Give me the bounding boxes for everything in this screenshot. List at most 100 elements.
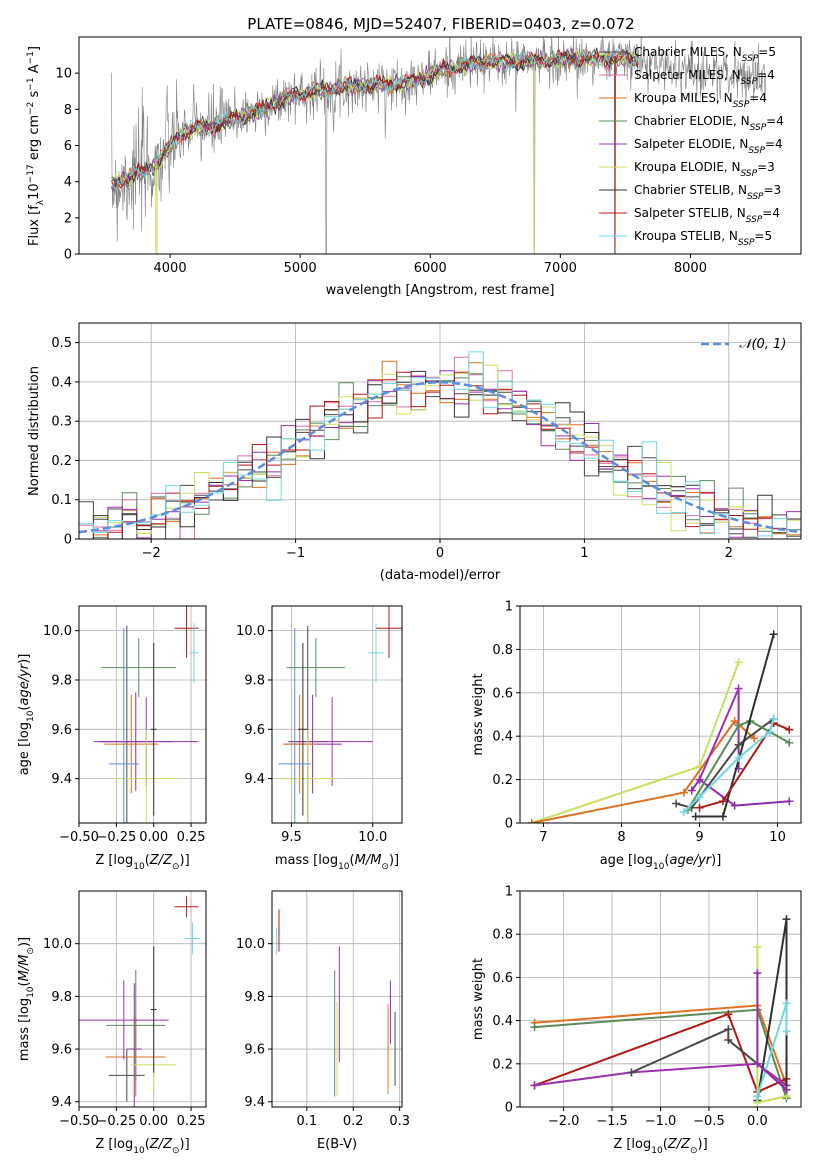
y-tick-label: 0: [64, 248, 72, 263]
label-part: −1: [26, 51, 36, 64]
label-part: SSP: [741, 169, 758, 179]
y-tick-label: 9.4: [51, 772, 72, 787]
axes-residual_hist: −2 −1 0 1 2 0 0.1 0.2 0.3 0.4 0.5: [51, 323, 801, 561]
x-tick-label: 0.25: [177, 1114, 206, 1129]
label-part: −17: [26, 164, 36, 183]
x-tick-label: 0.1: [296, 1114, 317, 1129]
label-part: =3: [757, 160, 775, 174]
y-tick-label: 0.8: [492, 643, 513, 658]
x-tick-label: −2.0: [548, 1114, 580, 1129]
weight-marker: [691, 812, 700, 821]
x-axis-label: Z [log10(Z/Z⊙)]: [613, 1137, 707, 1156]
label-part: ⊙: [172, 862, 180, 872]
y-tick-label: 0.3: [51, 415, 72, 430]
label-part: (: [664, 853, 669, 868]
y-tick-label: 1: [505, 600, 513, 615]
label-part: (: [17, 981, 32, 986]
label-part: Chabrier MILES, N: [634, 45, 742, 59]
label-part: SSP: [742, 54, 759, 64]
label-part: (: [663, 1137, 668, 1152]
x-axis-label: Z [log10(Z/Z⊙)]: [95, 853, 189, 872]
x-tick-label: 6000: [414, 261, 447, 276]
weight-marker: [530, 1081, 539, 1090]
y-tick-label: 1: [505, 885, 513, 900]
label-part: SSP: [741, 77, 758, 87]
label-part: Z [log: [95, 853, 133, 868]
y-tick-label: 0.6: [492, 971, 513, 986]
x-tick-label: −0.25: [96, 830, 136, 845]
x-axis-label: E(B-V): [317, 1137, 357, 1152]
legend-entry: Salpeter ELODIE, NSSP=4: [634, 137, 783, 156]
weight-marker: [782, 1027, 791, 1036]
x-tick-label: 4000: [154, 261, 187, 276]
label-part: 10: [338, 862, 350, 872]
x-axis-label: age [log10(age/yr)]: [600, 853, 722, 872]
label-part: )]: [17, 654, 32, 664]
y-tick-label: 0.2: [492, 1057, 513, 1072]
histogram-kroupa_stelib: [79, 351, 801, 539]
label-part: )]: [389, 853, 399, 868]
x-axis-label: Z [log10(Z/Z⊙)]: [95, 1137, 189, 1156]
weight-marker: [672, 799, 681, 808]
axes-frame: [271, 605, 403, 824]
y-tick-label: 10.0: [43, 624, 72, 639]
normal-curve: [79, 381, 801, 534]
label-part: (: [145, 1137, 150, 1152]
x-tick-label: 10: [769, 830, 786, 845]
weight-marker: [679, 808, 688, 817]
weight-line-salpeter_stelib: [699, 721, 790, 809]
label-part: =4: [757, 68, 775, 82]
y-tick-label: 6: [64, 139, 72, 154]
label-part: )]: [180, 853, 190, 868]
y-axis-label: mass weight: [471, 958, 486, 1040]
y-axis-label: age [log10(age/yr)]: [17, 654, 36, 776]
label-part: 10: [653, 862, 665, 872]
legend-entry: Salpeter STELIB, NSSP=4: [634, 206, 780, 225]
label-part: )]: [698, 1137, 708, 1152]
weight-marker: [785, 725, 794, 734]
axes-frame: [519, 890, 802, 1108]
label-part: Chabrier ELODIE, N: [634, 114, 750, 128]
label-part: SSP: [747, 192, 764, 202]
weight-marker: [782, 999, 791, 1008]
y-tick-label: 0.4: [492, 730, 513, 745]
label-part: )]: [711, 853, 721, 868]
y-tick-label: 9.8: [51, 673, 72, 688]
y-tick-label: 0.6: [492, 686, 513, 701]
axes-mass_vs_Z: −0.50−0.25 0.00 0.25 9.4 9.6 9.8 10.0: [43, 891, 206, 1129]
axes-weight_vs_Z: −2.0 −1.5 −1.0 −0.5 0.0 0 0.2 0.4 0.6 0.8 1: [492, 885, 801, 1129]
x-tick-label: 1: [580, 546, 588, 561]
label-part: =5: [754, 229, 772, 243]
legend-entry: Kroupa MILES, NSSP=4: [634, 91, 767, 110]
x-tick-label: −1.0: [645, 1114, 677, 1129]
label-part: age [log: [600, 853, 653, 868]
label-part: A: [27, 64, 42, 77]
weight-marker: [734, 753, 743, 762]
axes-age_vs_mass: 9.5 10.0 9.4 9.6 9.8 10.0: [236, 606, 402, 845]
y-tick-label: 8: [64, 103, 72, 118]
x-tick-label: 9.5: [281, 830, 302, 845]
label-part: Z/Z: [149, 853, 173, 868]
weight-marker: [734, 684, 743, 693]
y-tick-label: 9.8: [51, 990, 72, 1005]
weight-marker: [765, 727, 774, 736]
label-part: −1: [26, 77, 36, 90]
weight-marker: [527, 819, 536, 823]
label-part: E(B-V): [317, 1137, 357, 1152]
weight-marker: [687, 786, 696, 795]
y-tick-label: 0: [505, 1101, 513, 1116]
x-tick-label: 0: [436, 546, 444, 561]
weight-marker: [724, 1025, 733, 1034]
y-axis-label: Flux [fλ10−17 erg cm−2 s−1 A−1]: [26, 46, 46, 246]
label-part: Kroupa ELODIE, N: [634, 160, 741, 174]
y-tick-label: 0.2: [492, 773, 513, 788]
label-part: =4: [766, 114, 784, 128]
weight-marker: [730, 801, 739, 810]
axes-spectrum: 4000 5000 6000 7000 8000 0 2 4 6 8 10: [55, 37, 766, 276]
weight-marker: [718, 812, 727, 821]
y-tick-label: 9.4: [244, 772, 265, 787]
weight-marker: [753, 1092, 762, 1101]
weight-marker: [769, 630, 778, 639]
label-part: age/yr: [17, 662, 32, 705]
